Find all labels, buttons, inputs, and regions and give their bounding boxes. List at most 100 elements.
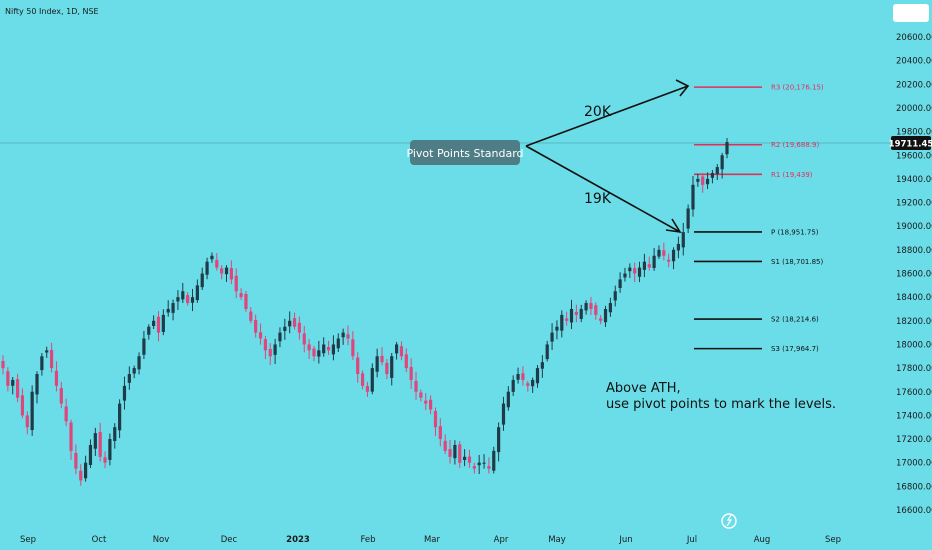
x-tick-label: Apr xyxy=(494,535,509,545)
candle-body xyxy=(676,243,681,251)
candle-body xyxy=(360,373,365,386)
candle-body xyxy=(176,297,180,302)
y-tick-label: 19400.00 xyxy=(896,175,932,185)
candle-body xyxy=(108,439,112,460)
x-tick-label: Jun xyxy=(618,535,632,545)
logo-bolt-icon xyxy=(726,514,733,527)
candle-body xyxy=(599,318,603,321)
candle-body xyxy=(88,444,93,465)
last-price-bg xyxy=(891,136,931,150)
candle-body xyxy=(385,362,389,375)
candle-body xyxy=(608,303,612,313)
x-axis[interactable]: Sep Oct Nov Dec 2023 Feb Mar Apr May Jun Jul Aug Sep xyxy=(20,535,841,545)
candle-body xyxy=(443,440,447,451)
y-tick-label: 17000.00 xyxy=(896,459,932,469)
arrow-lower-head xyxy=(665,218,682,234)
candle-body xyxy=(642,261,646,270)
candle-body xyxy=(555,326,559,331)
pivot-label-s3: S3 (17,964.7) xyxy=(771,345,819,353)
candle-body xyxy=(667,259,671,262)
candle-body xyxy=(623,273,627,278)
pivot-box-text: Pivot Points Standard xyxy=(406,147,523,160)
x-tick-label: Nov xyxy=(153,535,170,545)
candle-body xyxy=(200,273,204,288)
pivot-label-s1: S1 (18,701.85) xyxy=(771,258,823,266)
candle-body xyxy=(701,176,705,185)
candle-body xyxy=(628,267,632,272)
candle-body xyxy=(448,449,452,457)
candle-body xyxy=(613,291,617,301)
candle-body xyxy=(404,354,408,369)
candle-body xyxy=(190,297,195,303)
candle-body xyxy=(705,178,710,185)
candle-body xyxy=(671,249,676,262)
candle-body xyxy=(540,362,544,369)
y-tick-label: 18000.00 xyxy=(896,340,932,350)
y-tick-label: 18400.00 xyxy=(896,293,932,303)
candle-body xyxy=(618,279,622,289)
candle-body xyxy=(380,355,384,363)
candle-body xyxy=(317,350,321,357)
candle-body xyxy=(312,348,316,357)
y-axis[interactable]: 16600.00 16800.00 17000.00 17200.00 17400.00… xyxy=(896,33,932,516)
candle-body xyxy=(224,267,229,275)
x-tick-label: Jul xyxy=(686,535,697,545)
candle-body xyxy=(215,259,219,268)
y-tick-label: 18600.00 xyxy=(896,270,932,280)
candle-body xyxy=(579,308,583,319)
candle-body xyxy=(25,415,29,428)
candle-body xyxy=(210,255,214,260)
candle-body xyxy=(152,320,156,327)
candle-body xyxy=(346,334,350,339)
candle-body xyxy=(20,395,25,416)
candle-body xyxy=(195,285,199,301)
y-tick-label: 19000.00 xyxy=(896,222,932,232)
y-tick-label: 19200.00 xyxy=(896,199,932,209)
tradingview-logo[interactable] xyxy=(721,513,737,529)
candle-body xyxy=(254,319,258,333)
candle-body xyxy=(531,379,535,387)
x-tick-label: Dec xyxy=(221,535,238,545)
candle-body xyxy=(463,456,467,461)
x-tick-label: Mar xyxy=(424,535,441,545)
y-tick-label: 19800.00 xyxy=(896,128,932,138)
pivot-label-r3: R3 (20,176.15) xyxy=(771,84,824,92)
candle-body xyxy=(438,426,442,440)
x-tick-label: 2023 xyxy=(286,535,310,545)
candle-body xyxy=(501,403,506,425)
candle-body xyxy=(492,450,496,471)
candle-body xyxy=(482,462,486,464)
candle-body xyxy=(297,322,302,333)
pivot-box[interactable]: Pivot Points Standard xyxy=(406,140,524,165)
candle-body xyxy=(394,344,399,354)
candle-body xyxy=(171,303,175,313)
pivot-label-s2: S2 (18,214.6) xyxy=(771,316,819,324)
candle-body xyxy=(419,392,423,398)
toolbar-button[interactable] xyxy=(893,4,929,22)
candle-body xyxy=(657,249,661,257)
candle-body xyxy=(127,374,131,383)
candle-body xyxy=(166,308,170,313)
candle-body xyxy=(6,371,10,386)
arrow-upper-line xyxy=(525,85,689,147)
candle-body xyxy=(45,350,49,353)
y-tick-label: 18200.00 xyxy=(896,317,932,327)
candle-body xyxy=(686,208,690,229)
candle-body xyxy=(662,250,666,256)
candle-body xyxy=(550,332,554,342)
x-tick-label: Aug xyxy=(754,535,771,545)
y-tick-label: 17600.00 xyxy=(896,388,932,398)
candle-body xyxy=(156,316,161,333)
candle-body xyxy=(487,466,491,469)
candle-body xyxy=(365,385,370,392)
candle-body xyxy=(234,275,238,292)
candle-body xyxy=(161,314,165,332)
candle-body xyxy=(98,431,102,457)
candle-body xyxy=(74,453,78,469)
candle-body xyxy=(725,142,729,155)
candle-body xyxy=(132,368,136,374)
candle-body xyxy=(565,318,569,321)
y-tick-label: 16600.00 xyxy=(896,506,932,516)
candle-body xyxy=(11,379,15,386)
